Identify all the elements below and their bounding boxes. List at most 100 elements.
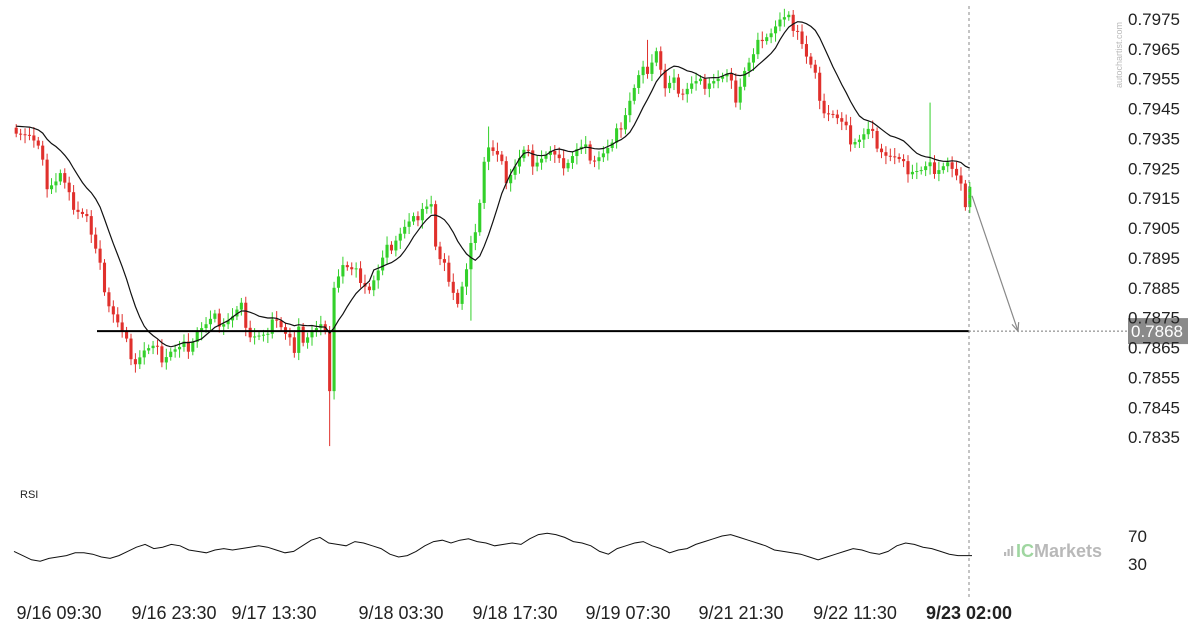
rsi-tick-label: 30 (1128, 555, 1147, 574)
candle (341, 256, 345, 284)
candle (778, 12, 782, 32)
candle (257, 331, 261, 341)
candle (336, 269, 341, 293)
candle (164, 348, 168, 370)
candle (835, 109, 839, 125)
candle (58, 169, 62, 186)
candle (796, 24, 800, 40)
candle (125, 326, 129, 343)
candle (142, 342, 146, 365)
candle (456, 289, 460, 308)
candle (478, 199, 482, 236)
candle (610, 139, 614, 152)
candle (442, 253, 446, 272)
candle (888, 148, 892, 162)
price-tick-label: 0.7925 (1128, 159, 1180, 178)
forecast-arrow-head (1011, 322, 1020, 333)
candle (853, 138, 857, 148)
icmarkets-logo: ICMarkets (1004, 541, 1102, 561)
candle (575, 143, 579, 165)
candle (513, 159, 517, 180)
candle (19, 128, 23, 141)
candle (712, 73, 716, 89)
candle (359, 261, 363, 288)
candle (557, 147, 561, 163)
price-tick-label: 0.7945 (1128, 100, 1180, 119)
candle (588, 140, 592, 165)
candle (270, 312, 274, 339)
candle (301, 323, 305, 347)
candle (111, 300, 115, 323)
candle (381, 250, 385, 276)
candle (553, 145, 557, 163)
forecast-arrow-line (971, 195, 1019, 332)
candle (495, 142, 499, 162)
candle (469, 235, 473, 321)
candle (345, 261, 349, 271)
candle (54, 173, 58, 193)
candle (769, 28, 773, 44)
candle (328, 326, 332, 447)
time-tick-label: 9/18 17:30 (472, 603, 557, 623)
rsi-tick-label: 70 (1128, 527, 1147, 546)
candle (928, 102, 932, 175)
candle (690, 76, 694, 94)
current-price-label: 0.7868 (1128, 318, 1188, 345)
candle (871, 120, 875, 139)
candle (354, 262, 358, 278)
candle (98, 240, 102, 270)
candle (840, 112, 844, 131)
candle (385, 236, 389, 265)
candle (707, 77, 711, 98)
candle (447, 255, 451, 287)
price-tick-label: 0.7845 (1128, 398, 1180, 417)
candle (800, 24, 804, 49)
candle (773, 20, 778, 42)
candle (487, 126, 491, 171)
candle (531, 144, 535, 175)
svg-text:ICMarkets: ICMarkets (1016, 541, 1102, 561)
candle (120, 314, 124, 338)
candle (319, 315, 323, 336)
candle (460, 281, 464, 310)
candle (818, 66, 822, 110)
candle (407, 213, 411, 235)
time-tick-label: 9/17 13:30 (231, 603, 316, 623)
candle (751, 48, 756, 71)
candle (597, 151, 601, 170)
candle (535, 155, 539, 172)
candle (372, 275, 376, 297)
price-tick-label: 0.7865 (1128, 339, 1180, 358)
candle (716, 70, 720, 89)
candle (133, 353, 137, 373)
candle (910, 164, 914, 180)
candle (169, 348, 173, 361)
candle (67, 176, 71, 201)
candle (641, 60, 645, 84)
candle (27, 127, 31, 141)
candle (606, 139, 610, 161)
candle (94, 227, 98, 254)
candle (919, 166, 923, 175)
candle (434, 200, 438, 251)
candle (681, 88, 685, 101)
candle (367, 283, 371, 294)
candle (213, 309, 217, 323)
candle (239, 297, 243, 316)
candle (473, 223, 477, 251)
candle (968, 182, 972, 214)
candle (208, 310, 213, 332)
price-tick-label: 0.7895 (1128, 249, 1180, 268)
candle (235, 306, 239, 321)
candle (49, 178, 54, 194)
candle (592, 155, 597, 168)
candle (416, 211, 420, 227)
candle (562, 149, 566, 176)
candle (654, 47, 658, 67)
candle (394, 235, 398, 257)
candle (857, 134, 861, 148)
price-tick-label: 0.7875 (1128, 309, 1180, 328)
candle (765, 33, 769, 45)
candle (676, 73, 680, 98)
candle (694, 72, 698, 91)
